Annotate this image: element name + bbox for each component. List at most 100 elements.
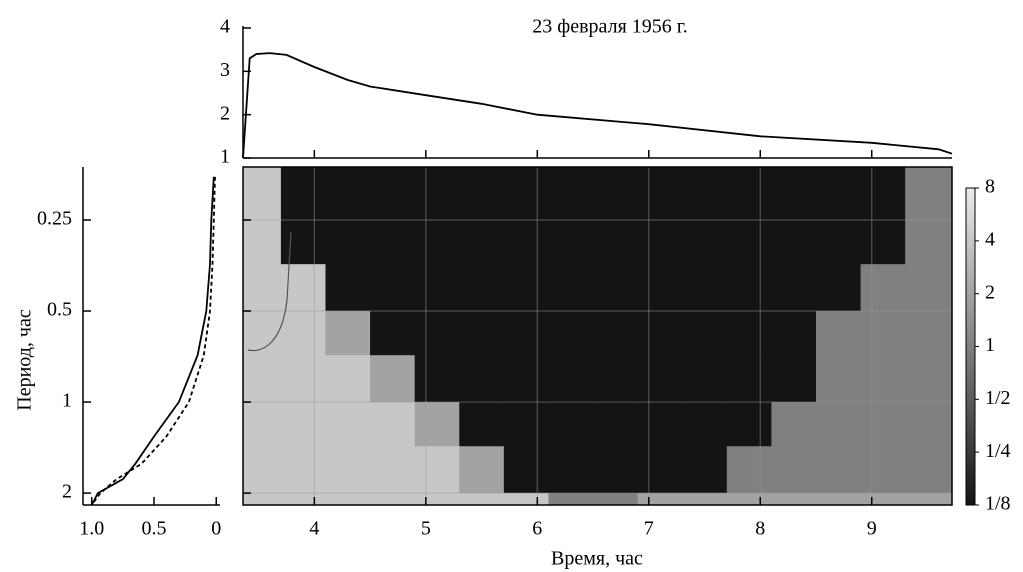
heatmap-cell [905,167,953,221]
heatmap-cell [414,167,460,221]
colorbar-tick-label: 2 [985,281,995,303]
heatmap-cell [593,167,639,221]
heatmap-cell [459,311,505,356]
heatmap-cell [682,264,728,312]
heatmap-cell [370,402,416,447]
heatmap-cell [593,446,639,494]
heatmap-cell [860,446,906,494]
heatmap-cell [280,167,326,221]
heatmap-cell [593,219,639,265]
heatmap-cell [771,167,817,221]
x-tick-label: 6 [532,518,542,540]
heatmap-cell [815,219,862,265]
colorbar-tick-label: 8 [985,176,995,198]
heatmap-cell [503,355,549,403]
heatmap-cell [726,167,772,221]
heatmap-cell [325,167,371,221]
heatmap-cell [503,311,549,356]
heatmap-cell [548,446,594,494]
heatmap-cell [905,355,953,403]
heatmap-cell [325,219,371,265]
heatmap-cell [325,493,371,506]
heatmap-cell [370,493,416,506]
x-tick-label: 9 [867,518,877,540]
heatmap-cell [682,219,728,265]
colorbar-tick-label: 1/4 [985,440,1011,462]
heatmap-cell [815,493,862,506]
left-panel: 1.0 0.5 0 0.25 0.5 1 2 [37,176,221,540]
heatmap-cell [637,355,683,403]
heatmap-cell [637,402,683,447]
heatmap-cell [815,355,862,403]
heatmap-cell [459,167,505,221]
heatmap-cell [860,264,906,312]
heatmap-cell [370,167,416,221]
y-tick-label: 2 [220,102,230,124]
heatmap-cell [459,219,505,265]
heatmap-cell [682,402,728,447]
top-panel: 1 2 3 4 [220,16,953,168]
heatmap-cell [503,167,549,221]
heatmap-cell [593,402,639,447]
heatmap-cell [459,493,505,506]
colorbar-tick-label: 1 [985,334,995,356]
heatmap-cell [637,311,683,356]
x-tick-label: 8 [755,518,765,540]
intensity-line [242,52,953,159]
heatmap-cell [682,446,728,494]
heatmap-cell [905,402,953,447]
heatmap-cell [726,264,772,312]
heatmap-cell [503,493,549,506]
heatmap-cell [860,219,906,265]
heatmap-cell [726,402,772,447]
x-tick-label: 0.5 [141,518,166,540]
heatmap-cell [503,402,549,447]
heatmap-cell [370,264,416,312]
y-tick-label: 2 [62,481,72,503]
heatmap-cell [414,402,460,447]
heatmap-cell [815,167,862,221]
y-tick-label: 0.25 [37,208,72,230]
y-tick-label: 1 [220,146,230,168]
heatmap-cell [459,264,505,312]
x-tick-label: 5 [421,518,431,540]
heatmap-cell [414,311,460,356]
heatmap-cell [414,355,460,403]
heatmap-cell [637,219,683,265]
heatmap-cell [637,264,683,312]
spectrum-line [90,176,216,506]
x-tick-label: 1.0 [79,518,104,540]
heatmap-cell [414,219,460,265]
heatmap-cell [243,493,282,506]
heatmap-cell [548,219,594,265]
heatmap-cell [682,493,728,506]
heatmap-cell [726,219,772,265]
heatmap-cell [860,167,906,221]
heatmap-cell [370,219,416,265]
heatmap-cell [325,355,371,403]
heatmap-cell [459,446,505,494]
heatmap-cell [548,311,594,356]
heatmap-cell [370,446,416,494]
heatmap-cell [280,402,326,447]
heatmap-cell [325,446,371,494]
heatmap-cell [815,446,862,494]
heatmap-cell [637,446,683,494]
heatmap-cell [815,264,862,312]
heatmap-cell [503,219,549,265]
y-tick-label: 4 [220,16,230,38]
heatmap-cell [682,311,728,356]
heatmap-cell [726,493,772,506]
heatmap-cell [593,311,639,356]
y-axis-label: Период, час [14,309,36,411]
heatmap-cell [905,446,953,494]
heatmap-cell [243,264,282,312]
heatmap-cell [548,355,594,403]
heatmap-cell [548,493,594,506]
colorbar [965,187,976,506]
heatmap-cell [325,402,371,447]
x-axis-label: Время, час [551,548,643,570]
heatmap-cell [593,355,639,403]
heatmap-cell [280,355,326,403]
y-tick-label: 0.5 [47,299,72,321]
